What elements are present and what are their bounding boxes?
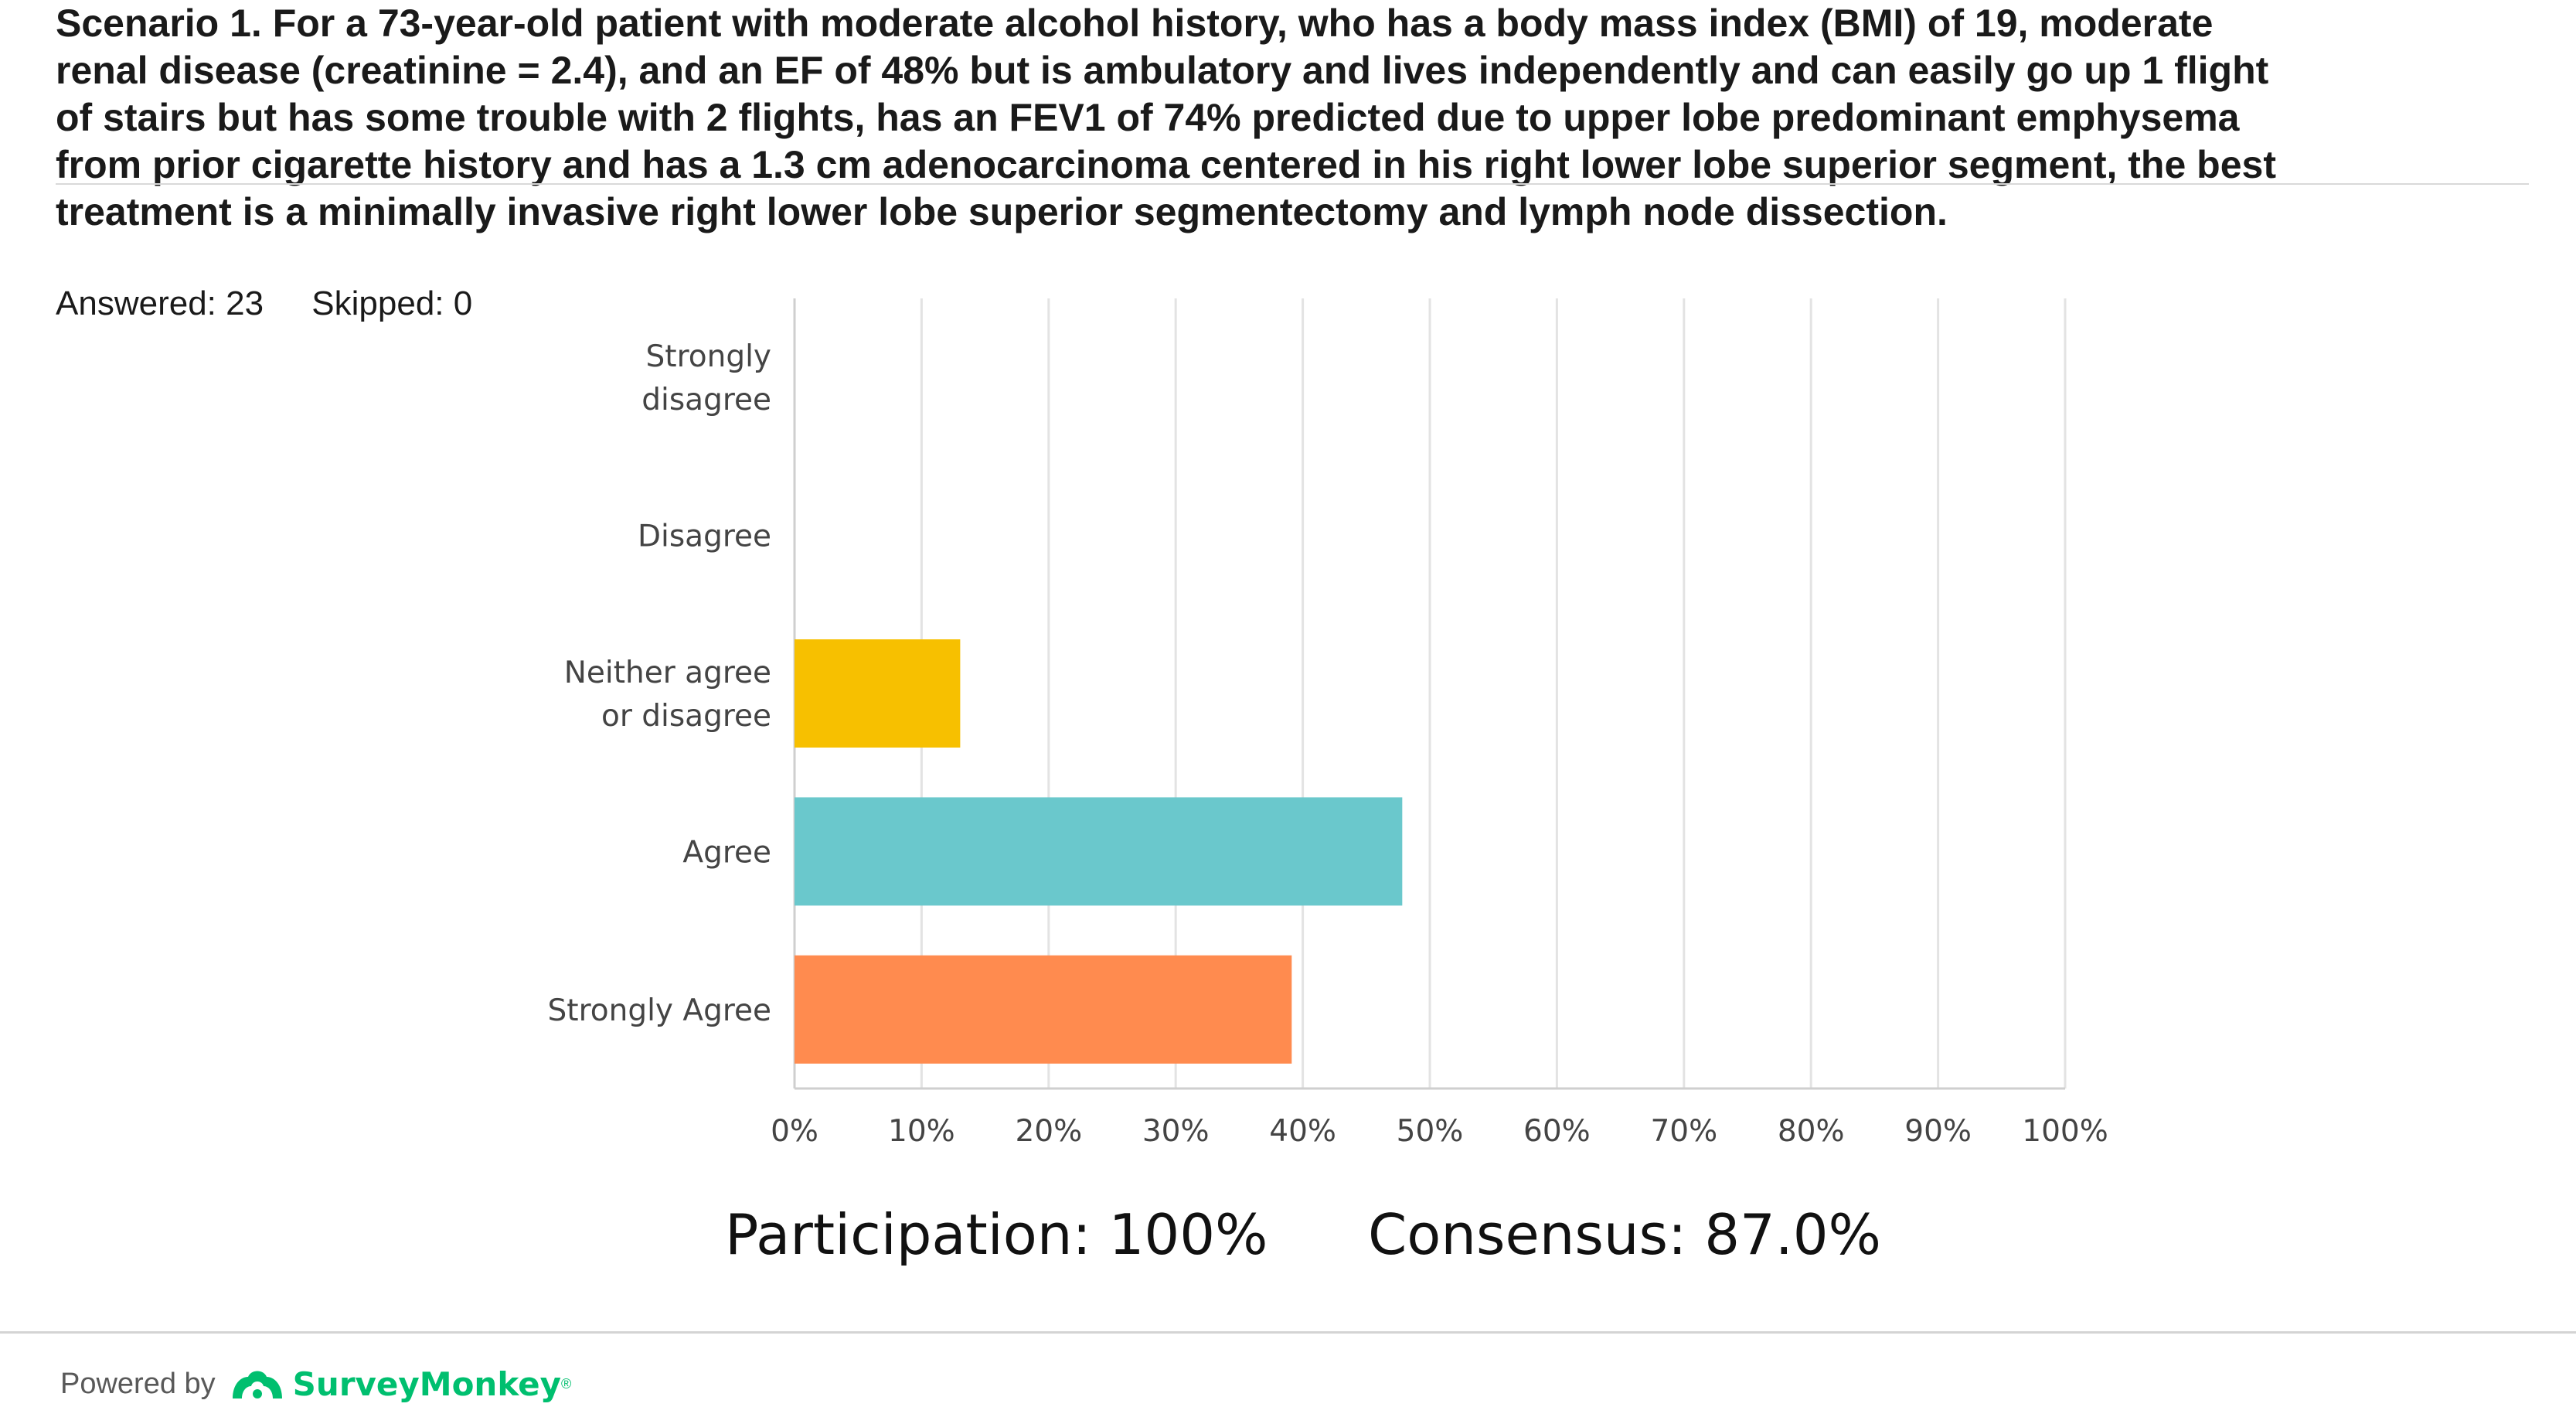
skipped-count: Skipped: 0 xyxy=(311,284,473,322)
x-tick-label: 40% xyxy=(1269,1114,1336,1149)
x-tick-label: 0% xyxy=(771,1114,818,1149)
bar xyxy=(795,797,1403,906)
x-tick-label: 80% xyxy=(1778,1114,1845,1149)
x-tick-label: 30% xyxy=(1142,1114,1210,1149)
surveymonkey-brand: SurveyMonkey xyxy=(292,1364,561,1403)
category-label: Strongly disagree xyxy=(641,339,771,417)
answered-count: Answered: 23 xyxy=(56,284,264,322)
question-text: Scenario 1. For a 73-year-old patient wi… xyxy=(56,0,2374,236)
x-tick-label: 90% xyxy=(1904,1114,1972,1149)
question-line: treatment is a minimally invasive right … xyxy=(56,190,1948,233)
category-label: Agree xyxy=(682,835,771,870)
x-tick-label: 100% xyxy=(2022,1114,2108,1149)
x-tick-labels: 0% 10% 20% 30% 40% 50% 60% 70% 80% 90% 100% xyxy=(771,1114,2108,1149)
category-label: Strongly Agree xyxy=(548,993,771,1028)
x-tick-label: 20% xyxy=(1015,1114,1082,1149)
category-label: Disagree xyxy=(638,520,771,554)
question-line: from prior cigarette history and has a 1… xyxy=(56,143,2276,186)
question-line: Scenario 1. For a 73-year-old patient wi… xyxy=(56,2,2214,45)
header-divider xyxy=(56,183,2529,185)
bar-chart: Strongly disagree Disagree Neither agree or … xyxy=(548,298,2108,1149)
x-tick-label: 70% xyxy=(1650,1114,1717,1149)
question-line: renal disease (creatinine = 2.4), and an… xyxy=(56,49,2269,92)
x-tick-label: 60% xyxy=(1523,1114,1591,1149)
x-tick-label: 10% xyxy=(888,1114,955,1149)
footer-divider xyxy=(0,1331,2576,1334)
question-line: of stairs but has some trouble with 2 fl… xyxy=(56,96,2240,139)
surveymonkey-logo-icon xyxy=(232,1371,282,1398)
bar xyxy=(795,639,961,748)
response-stats: Answered: 23 Skipped: 0 xyxy=(56,284,511,323)
bar xyxy=(795,955,1292,1064)
footer[interactable]: Powered by SurveyMonkey ® xyxy=(60,1361,571,1407)
category-label: Neither agree or disagree xyxy=(564,656,771,734)
x-tick-label: 50% xyxy=(1397,1114,1464,1149)
category-labels: Strongly disagree Disagree Neither agree or … xyxy=(548,339,771,1028)
powered-by-text: Powered by xyxy=(60,1367,216,1400)
consensus-summary: Consensus: 87.0% xyxy=(1368,1202,1881,1267)
registered-mark: ® xyxy=(561,1375,572,1392)
bars xyxy=(795,639,1403,1064)
participation-summary: Participation: 100% xyxy=(725,1202,1268,1267)
